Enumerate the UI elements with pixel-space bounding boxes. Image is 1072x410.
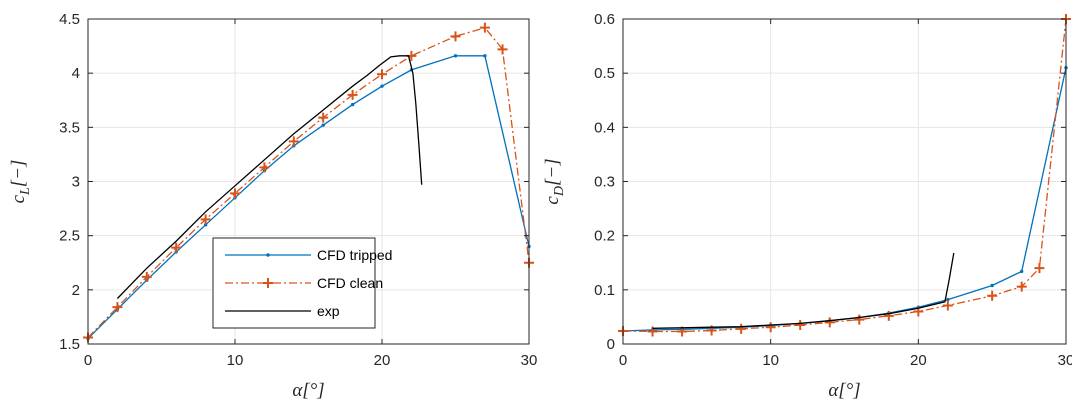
y-tick-label: 2.5	[59, 228, 80, 245]
y-axis-label-unit: [−]	[8, 160, 29, 188]
y-tick-label: 3.5	[59, 119, 80, 136]
series-line-cfd-tripped	[622, 67, 1067, 332]
data-point	[318, 112, 329, 123]
data-point	[259, 162, 270, 173]
y-axis-label-subscript: L	[18, 187, 33, 196]
data-point	[1016, 281, 1027, 292]
data-point	[854, 314, 865, 325]
y-axis-label: cL[−]	[8, 160, 33, 204]
x-axis-label: α[°]	[292, 380, 324, 401]
data-point	[990, 283, 994, 288]
legend-marker	[263, 278, 273, 288]
legend-label: exp	[317, 303, 340, 319]
x-tick-label: 30	[1058, 352, 1072, 369]
data-point	[450, 31, 461, 42]
data-point	[321, 123, 325, 127]
data-point	[141, 271, 152, 282]
data-point	[230, 188, 240, 199]
data-point	[288, 136, 299, 147]
y-tick-label: 0.6	[594, 11, 615, 28]
data-point	[765, 322, 776, 333]
y-tick-label: 0	[607, 336, 615, 353]
y-tick-label: 0.5	[594, 65, 615, 82]
x-axis-label: α[°]	[828, 380, 860, 401]
y-tick-label: 1.5	[59, 336, 80, 353]
data-point	[1034, 263, 1045, 274]
data-point	[377, 69, 387, 80]
data-point	[1020, 269, 1024, 274]
data-point	[347, 89, 358, 100]
data-point	[883, 310, 894, 321]
x-tick-label: 0	[84, 352, 92, 369]
data-point	[171, 242, 182, 253]
data-point	[942, 300, 953, 311]
y-axis-label-subscript: D	[552, 186, 567, 197]
y-tick-label: 0.2	[594, 228, 615, 245]
y-tick-label: 4	[72, 65, 80, 82]
series-line-cfd-clean	[622, 18, 1067, 333]
chart-panel-1: 0 10 20 30 1.5 2 2.5 3 3.5 4 4.5 α[°] cL[−] CFD tripp…	[8, 11, 537, 401]
chart-panel-2: 0 10 20 30 0 0.1 0.2 0.3 0.4 0.5 0.6 α[°] cD[−]	[542, 11, 1072, 401]
data-point	[736, 323, 747, 334]
x-tick-label: 10	[762, 352, 779, 369]
data-point	[380, 84, 384, 88]
y-tick-label: 0.4	[594, 119, 615, 136]
legend: CFD tripped CFD clean exp	[212, 237, 392, 329]
legend-label: CFD tripped	[317, 247, 392, 263]
data-point	[824, 317, 835, 328]
x-tick-label: 0	[619, 352, 627, 369]
data-point	[795, 320, 806, 331]
x-tick-label: 20	[374, 352, 391, 369]
data-point	[350, 102, 355, 107]
x-tick-label: 10	[227, 352, 244, 369]
x-tick-label: 30	[521, 352, 538, 369]
data-point	[453, 54, 458, 58]
y-axis-label-unit: [−]	[542, 158, 563, 186]
data-point	[112, 302, 123, 313]
data-point	[946, 297, 950, 302]
series-line-exp	[652, 252, 955, 329]
legend-marker	[266, 253, 270, 257]
y-tick-label: 0.1	[594, 282, 615, 299]
data-point	[497, 44, 508, 55]
y-axis-label: cD[−]	[542, 158, 567, 204]
data-point	[479, 22, 490, 33]
y-tick-label: 3	[72, 174, 80, 191]
series-line-exp	[116, 55, 423, 299]
x-tick-label: 20	[910, 352, 927, 369]
y-tick-label: 2	[72, 282, 80, 299]
data-point	[483, 54, 487, 58]
data-point	[200, 214, 211, 225]
y-tick-label: 4.5	[59, 11, 80, 28]
legend-label: CFD clean	[317, 275, 383, 291]
y-tick-label: 0.3	[594, 174, 615, 191]
data-point	[987, 290, 998, 301]
